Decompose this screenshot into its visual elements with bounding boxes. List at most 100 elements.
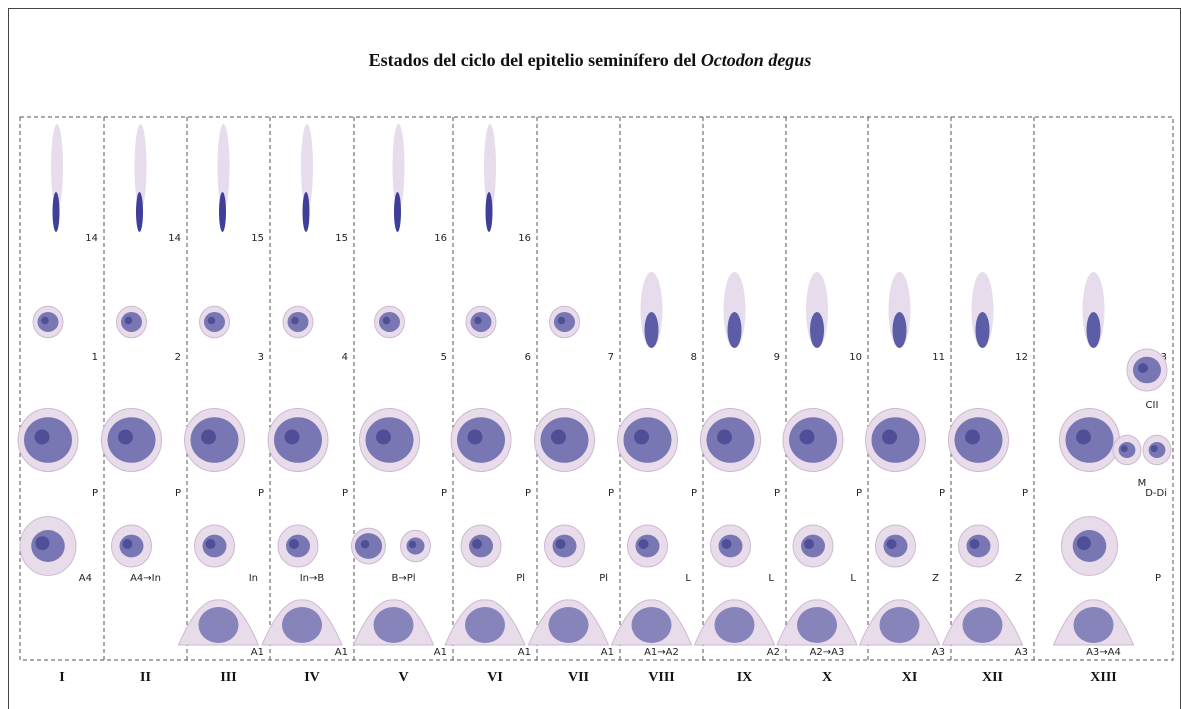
frame bbox=[9, 9, 1181, 709]
cell-label: P bbox=[342, 488, 348, 499]
chromatin bbox=[376, 430, 391, 445]
cell-label: A4 bbox=[79, 573, 92, 584]
panel-border bbox=[20, 117, 1173, 660]
chromatin bbox=[118, 430, 133, 445]
chromatin bbox=[201, 430, 216, 445]
cell-label: A2→A3 bbox=[810, 647, 845, 658]
cell-label: P bbox=[939, 488, 945, 499]
cell-label: 15 bbox=[251, 233, 264, 244]
cell-label: Pl bbox=[516, 573, 525, 584]
cell-label: A3 bbox=[1015, 647, 1028, 658]
cell-nucleus bbox=[282, 607, 322, 643]
spermatid-head bbox=[1087, 312, 1101, 348]
cell-label: A4→In bbox=[130, 573, 161, 584]
chromatin bbox=[35, 430, 50, 445]
spermatid-head bbox=[976, 312, 990, 348]
chromatin bbox=[409, 541, 417, 549]
cell-label: A1 bbox=[251, 647, 264, 658]
cell-label: 11 bbox=[932, 352, 945, 363]
chromatin bbox=[887, 539, 897, 549]
cell-label: 8 bbox=[691, 352, 697, 363]
cell-label: 6 bbox=[525, 352, 531, 363]
spermatid-head bbox=[219, 192, 226, 232]
spermatid-head bbox=[810, 312, 824, 348]
cell-label: P bbox=[258, 488, 264, 499]
cell-label: 4 bbox=[342, 352, 348, 363]
cell-label: P bbox=[525, 488, 531, 499]
chromatin bbox=[285, 430, 300, 445]
chromatin bbox=[1121, 445, 1128, 452]
cell-label: In bbox=[249, 573, 258, 584]
chromatin bbox=[804, 539, 814, 549]
cell-label: D-Di bbox=[1145, 488, 1167, 499]
cell-label: A1 bbox=[601, 647, 614, 658]
cell-label: L bbox=[850, 573, 856, 584]
chromatin bbox=[468, 430, 483, 445]
chromatin bbox=[1138, 363, 1148, 373]
chromatin bbox=[1151, 445, 1158, 452]
stage-label: XII bbox=[982, 670, 1003, 685]
chromatin bbox=[1077, 536, 1091, 550]
stage-label: VIII bbox=[648, 670, 674, 685]
cell-nucleus bbox=[1074, 607, 1114, 643]
cell-label: B→Pl bbox=[391, 573, 415, 584]
cell-label: A3 bbox=[932, 647, 945, 658]
cell-label: P bbox=[1022, 488, 1028, 499]
stage-label: IX bbox=[737, 670, 753, 685]
cell-label: 14 bbox=[85, 233, 98, 244]
spermatid-head bbox=[728, 312, 742, 348]
cell-label: Pl bbox=[599, 573, 608, 584]
cell-label: A1 bbox=[335, 647, 348, 658]
cell-label: P bbox=[691, 488, 697, 499]
title-species: Octodon degus bbox=[701, 50, 812, 70]
chromatin bbox=[965, 430, 980, 445]
stage-label: X bbox=[822, 670, 832, 685]
cell-nucleus bbox=[880, 607, 920, 643]
chromatin bbox=[472, 539, 482, 549]
cell-label: 5 bbox=[441, 352, 447, 363]
chromatin bbox=[717, 430, 732, 445]
stage-label: V bbox=[398, 670, 408, 685]
cell-nucleus bbox=[797, 607, 837, 643]
stage-label: VI bbox=[487, 670, 503, 685]
cell-label: 3 bbox=[258, 352, 264, 363]
chromatin bbox=[291, 317, 299, 325]
cell-label: In→B bbox=[300, 573, 325, 584]
chromatin bbox=[125, 317, 133, 325]
stage-label: XI bbox=[902, 670, 918, 685]
cell-label: L bbox=[768, 573, 774, 584]
spermatid-head bbox=[645, 312, 659, 348]
cell-label: P bbox=[856, 488, 862, 499]
chromatin bbox=[1076, 430, 1091, 445]
chromatin bbox=[722, 539, 732, 549]
chromatin bbox=[208, 317, 216, 325]
cell-label: 12 bbox=[1015, 352, 1028, 363]
stage-label: VII bbox=[568, 670, 589, 685]
chromatin bbox=[361, 540, 370, 549]
cell-nucleus bbox=[549, 607, 589, 643]
cell-label: 9 bbox=[774, 352, 780, 363]
chromatin bbox=[970, 539, 980, 549]
stage-label: I bbox=[59, 670, 64, 685]
cell-label: 1 bbox=[92, 352, 98, 363]
cell-label: P bbox=[441, 488, 447, 499]
cell-nucleus bbox=[715, 607, 755, 643]
stage-label: IV bbox=[304, 670, 320, 685]
cell-label: 10 bbox=[849, 352, 862, 363]
spermatid-head bbox=[303, 192, 310, 232]
cell-label: CII bbox=[1146, 400, 1159, 411]
cell-label: 14 bbox=[168, 233, 181, 244]
cell-label: 16 bbox=[518, 233, 531, 244]
chromatin bbox=[634, 430, 649, 445]
cell-label: L bbox=[685, 573, 691, 584]
chromatin bbox=[123, 539, 133, 549]
chromatin bbox=[35, 536, 49, 550]
chromatin bbox=[882, 430, 897, 445]
stage-label: II bbox=[140, 670, 151, 685]
cell-nucleus bbox=[465, 607, 505, 643]
spermatid-head bbox=[486, 192, 493, 232]
cell-label: Z bbox=[932, 573, 939, 584]
cell-label: 16 bbox=[434, 233, 447, 244]
figure: Estados del ciclo del epitelio seminífer… bbox=[0, 0, 1181, 709]
chromatin bbox=[558, 317, 566, 325]
